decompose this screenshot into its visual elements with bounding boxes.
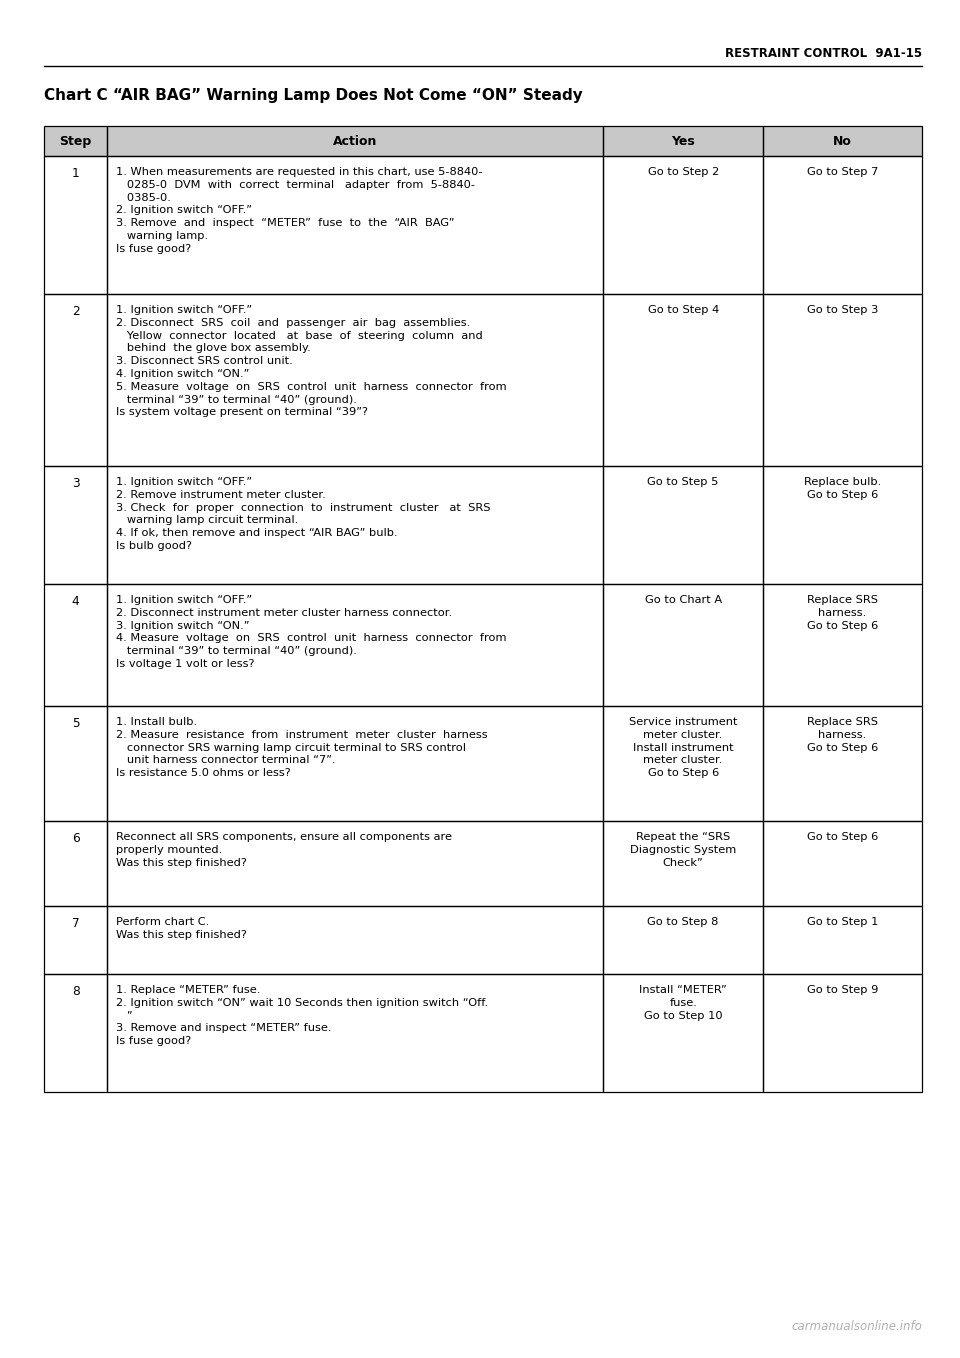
Text: Perform chart C.
Was this step finished?: Perform chart C. Was this step finished? xyxy=(116,917,247,940)
Bar xyxy=(108,466,603,584)
Text: Action: Action xyxy=(333,134,377,148)
Text: Go to Step 4: Go to Step 4 xyxy=(648,306,719,315)
Text: 2: 2 xyxy=(72,306,80,318)
Text: Go to Step 9: Go to Step 9 xyxy=(806,985,878,995)
Text: Replace SRS
harness.
Go to Step 6: Replace SRS harness. Go to Step 6 xyxy=(807,717,878,752)
Bar xyxy=(763,126,922,156)
Text: 8: 8 xyxy=(72,985,80,998)
Text: Go to Step 5: Go to Step 5 xyxy=(647,477,719,488)
Text: 1. Replace “METER” fuse.
2. Ignition switch “ON” wait 10 Seconds then ignition s: 1. Replace “METER” fuse. 2. Ignition swi… xyxy=(116,985,489,1046)
Bar xyxy=(108,584,603,706)
Text: 1. Ignition switch “OFF.”
2. Remove instrument meter cluster.
3. Check  for  pro: 1. Ignition switch “OFF.” 2. Remove inst… xyxy=(116,477,491,551)
Bar xyxy=(44,906,108,974)
Bar xyxy=(603,822,763,906)
Bar xyxy=(763,126,922,156)
Text: 6: 6 xyxy=(72,832,80,845)
Bar xyxy=(763,974,922,1092)
Bar xyxy=(108,906,603,974)
Bar xyxy=(603,126,763,156)
Bar xyxy=(108,974,603,1092)
Text: 5: 5 xyxy=(72,717,80,731)
Bar xyxy=(44,974,108,1092)
Text: No: No xyxy=(833,134,852,148)
Bar xyxy=(763,706,922,822)
Bar xyxy=(603,126,763,156)
Bar xyxy=(44,126,108,156)
Bar xyxy=(603,584,763,706)
Text: 1. When measurements are requested in this chart, use 5-8840-
   0285-0  DVM  wi: 1. When measurements are requested in th… xyxy=(116,167,483,254)
Text: Go to Step 3: Go to Step 3 xyxy=(806,306,878,315)
Text: RESTRAINT CONTROL  9A1-15: RESTRAINT CONTROL 9A1-15 xyxy=(725,48,922,60)
Bar xyxy=(763,466,922,584)
Text: 1. Ignition switch “OFF.”
2. Disconnect instrument meter cluster harness connect: 1. Ignition switch “OFF.” 2. Disconnect … xyxy=(116,595,507,669)
Text: Go to Step 6: Go to Step 6 xyxy=(807,832,878,842)
Text: Go to Step 2: Go to Step 2 xyxy=(648,167,719,177)
Text: Go to Step 8: Go to Step 8 xyxy=(647,917,719,928)
Text: 3: 3 xyxy=(72,477,80,490)
Bar xyxy=(763,293,922,466)
Text: 1. Install bulb.
2. Measure  resistance  from  instrument  meter  cluster  harne: 1. Install bulb. 2. Measure resistance f… xyxy=(116,717,488,778)
Bar xyxy=(44,293,108,466)
Bar xyxy=(108,126,603,156)
Text: 1. Ignition switch “OFF.”
2. Disconnect  SRS  coil  and  passenger  air  bag  as: 1. Ignition switch “OFF.” 2. Disconnect … xyxy=(116,306,507,417)
Text: Replace bulb.
Go to Step 6: Replace bulb. Go to Step 6 xyxy=(804,477,881,500)
Text: Step: Step xyxy=(60,134,92,148)
Bar xyxy=(44,706,108,822)
Bar xyxy=(603,156,763,293)
Bar xyxy=(44,822,108,906)
Text: Go to Chart A: Go to Chart A xyxy=(644,595,722,606)
Text: Service instrument
meter cluster.
Install instrument
meter cluster.
Go to Step 6: Service instrument meter cluster. Instal… xyxy=(629,717,737,778)
Bar xyxy=(603,706,763,822)
Bar xyxy=(763,822,922,906)
Text: 7: 7 xyxy=(72,917,80,930)
Bar xyxy=(763,584,922,706)
Bar xyxy=(603,974,763,1092)
Bar xyxy=(763,906,922,974)
Bar xyxy=(603,466,763,584)
Bar xyxy=(44,466,108,584)
Bar xyxy=(108,706,603,822)
Text: 1: 1 xyxy=(72,167,80,181)
Text: Replace SRS
harness.
Go to Step 6: Replace SRS harness. Go to Step 6 xyxy=(807,595,878,630)
Bar xyxy=(44,156,108,293)
Text: Repeat the “SRS
Diagnostic System
Check”: Repeat the “SRS Diagnostic System Check” xyxy=(630,832,736,868)
Text: Go to Step 7: Go to Step 7 xyxy=(806,167,878,177)
Text: Install “METER”
fuse.
Go to Step 10: Install “METER” fuse. Go to Step 10 xyxy=(639,985,727,1021)
Bar xyxy=(108,293,603,466)
Text: Reconnect all SRS components, ensure all components are
properly mounted.
Was th: Reconnect all SRS components, ensure all… xyxy=(116,832,452,868)
Text: 4: 4 xyxy=(72,595,80,608)
Bar xyxy=(763,156,922,293)
Text: carmanualsonline.info: carmanualsonline.info xyxy=(791,1320,922,1334)
Bar xyxy=(44,126,108,156)
Text: Go to Step 1: Go to Step 1 xyxy=(806,917,878,928)
Bar xyxy=(44,584,108,706)
Text: Yes: Yes xyxy=(671,134,695,148)
Bar xyxy=(108,126,603,156)
Text: Chart C “AIR BAG” Warning Lamp Does Not Come “ON” Steady: Chart C “AIR BAG” Warning Lamp Does Not … xyxy=(44,88,583,103)
Bar xyxy=(108,156,603,293)
Bar xyxy=(603,906,763,974)
Bar xyxy=(108,822,603,906)
Bar xyxy=(603,293,763,466)
